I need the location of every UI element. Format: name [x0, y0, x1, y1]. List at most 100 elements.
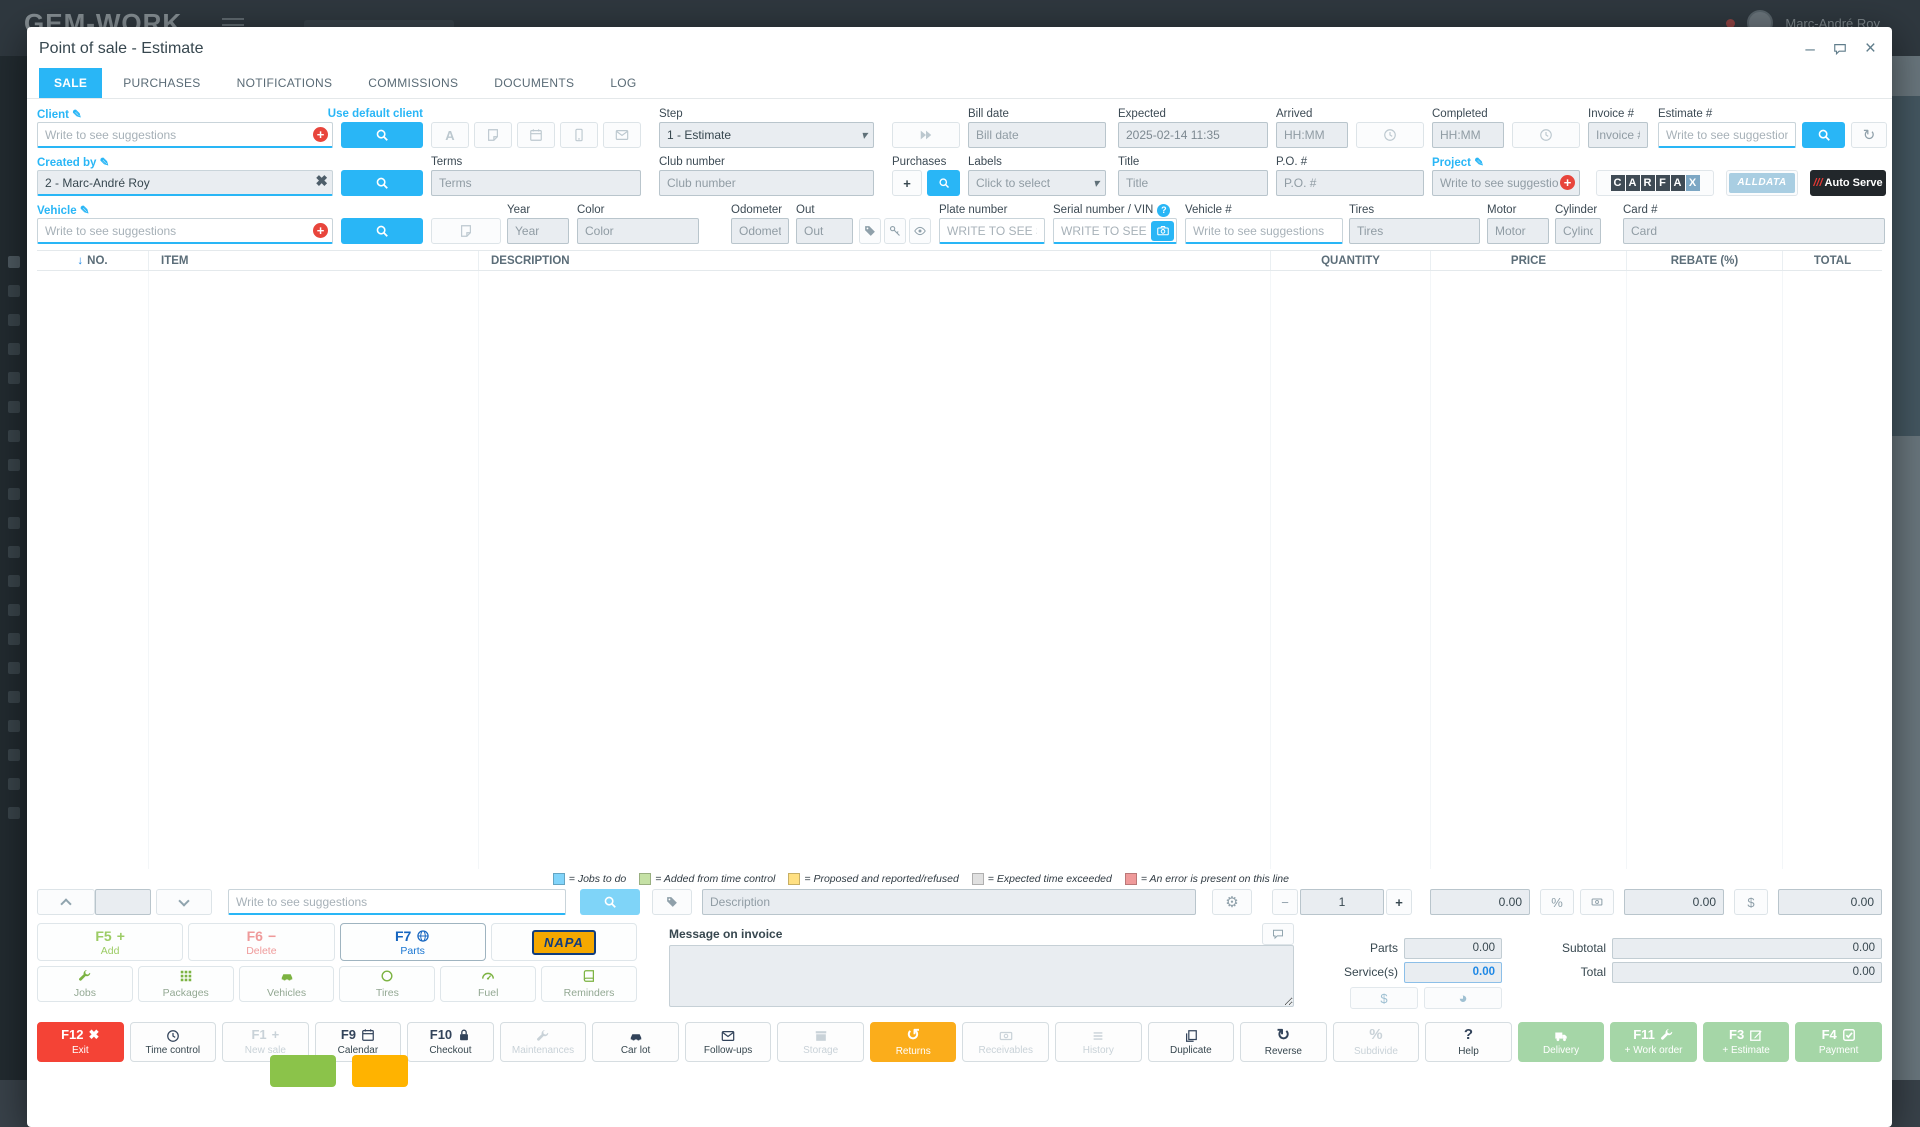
quantity-minus-icon[interactable] [1272, 889, 1298, 915]
tires-input[interactable] [1349, 218, 1480, 244]
column-no[interactable]: NO. [37, 251, 149, 270]
description-input[interactable] [702, 889, 1196, 915]
column-rebate[interactable]: REBATE (%) [1627, 251, 1783, 270]
project-input[interactable] [1432, 170, 1580, 196]
tab-documents[interactable]: DOCUMENTS [479, 68, 589, 98]
vehicle-edit-icon[interactable] [80, 205, 90, 217]
column-quantity[interactable]: QUANTITY [1271, 251, 1431, 270]
created-by-edit-icon[interactable] [100, 157, 110, 169]
next-step-icon[interactable] [892, 122, 960, 148]
toolbar-subdivide-button[interactable]: Subdivide [1333, 1022, 1420, 1062]
key-icon[interactable] [884, 218, 906, 244]
arrived-input[interactable] [1276, 122, 1348, 148]
minimize-icon[interactable] [1805, 40, 1814, 57]
motor-input[interactable] [1487, 218, 1549, 244]
vehicle-number-input[interactable] [1185, 218, 1343, 244]
eye-icon[interactable] [909, 218, 931, 244]
completed-input[interactable] [1432, 122, 1504, 148]
toolbar-follow-ups-button[interactable]: Follow-ups [685, 1022, 772, 1062]
toolbar-delivery-button[interactable]: Delivery [1518, 1022, 1605, 1062]
client-edit-icon[interactable] [72, 109, 82, 121]
partial-green-button[interactable] [270, 1055, 336, 1087]
club-number-input[interactable] [659, 170, 874, 196]
alldata-button[interactable]: ALLDATA [1726, 170, 1798, 196]
column-description[interactable]: DESCRIPTION [479, 251, 1271, 270]
bill-date-input[interactable] [968, 122, 1106, 148]
toolbar-help-button[interactable]: Help [1425, 1022, 1512, 1062]
phone-icon[interactable] [560, 122, 598, 148]
tab-log[interactable]: LOG [595, 68, 651, 98]
quantity-input[interactable] [1300, 889, 1384, 915]
totals-dollar-icon[interactable] [1350, 987, 1418, 1009]
add-client-icon[interactable] [313, 127, 328, 142]
toolbar-work-order-button[interactable]: F11+ Work order [1610, 1022, 1697, 1062]
tab-notifications[interactable]: NOTIFICATIONS [222, 68, 348, 98]
vehicle-search-button[interactable] [341, 218, 423, 244]
toolbar-car-lot-button[interactable]: Car lot [592, 1022, 679, 1062]
use-default-client-link[interactable]: Use default client [328, 108, 423, 120]
title-input[interactable] [1118, 170, 1268, 196]
fuel-button[interactable]: Fuel [440, 966, 536, 1002]
toolbar-receivables-button[interactable]: Receivables [962, 1022, 1049, 1062]
move-up-icon[interactable] [37, 889, 95, 915]
toolbar-estimate-button[interactable]: F3+ Estimate [1703, 1022, 1790, 1062]
add-project-icon[interactable] [1560, 175, 1575, 190]
calendar-icon[interactable] [517, 122, 555, 148]
client-search-button[interactable] [341, 122, 423, 148]
contacts-icon[interactable] [431, 122, 469, 148]
jobs-button[interactable]: Jobs [37, 966, 133, 1002]
totals-pie-icon[interactable] [1424, 987, 1502, 1009]
odometer-input[interactable] [731, 218, 789, 244]
percent-icon[interactable] [1540, 889, 1574, 915]
line-number-input[interactable] [95, 889, 151, 915]
column-total[interactable]: TOTAL [1783, 251, 1882, 270]
terms-input[interactable] [431, 170, 641, 196]
rebate-input[interactable] [1624, 889, 1724, 915]
vehicle-input[interactable] [37, 218, 333, 244]
envelope-icon[interactable] [603, 122, 641, 148]
estimate-search-button[interactable] [1802, 122, 1845, 148]
line-total-input[interactable] [1778, 889, 1882, 915]
tires-button[interactable]: Tires [339, 966, 435, 1002]
packages-button[interactable]: Packages [138, 966, 234, 1002]
vehicles-button[interactable]: Vehicles [239, 966, 335, 1002]
column-price[interactable]: PRICE [1431, 251, 1627, 270]
toolbar-maintenances-button[interactable]: Maintenances [500, 1022, 587, 1062]
completed-clock-icon[interactable] [1512, 122, 1580, 148]
reminders-button[interactable]: Reminders [541, 966, 637, 1002]
step-select[interactable]: 1 - Estimate [659, 122, 874, 148]
money-icon[interactable] [1580, 889, 1614, 915]
po-input[interactable] [1276, 170, 1424, 196]
toolbar-time-control-button[interactable]: Time control [130, 1022, 217, 1062]
toolbar-exit-button[interactable]: F12Exit [37, 1022, 124, 1062]
column-item[interactable]: ITEM [149, 251, 479, 270]
tab-commissions[interactable]: COMMISSIONS [353, 68, 473, 98]
expected-input[interactable] [1118, 122, 1268, 148]
item-tag-icon[interactable] [652, 889, 692, 915]
project-edit-icon[interactable] [1474, 157, 1484, 169]
item-search-input[interactable] [228, 889, 566, 915]
note-icon[interactable] [474, 122, 512, 148]
dollar-icon[interactable] [1734, 889, 1768, 915]
plate-input[interactable] [939, 218, 1045, 244]
gear-icon[interactable] [1212, 889, 1252, 915]
client-input[interactable] [37, 122, 333, 148]
add-purchase-icon[interactable] [892, 170, 922, 196]
toolbar-storage-button[interactable]: Storage [777, 1022, 864, 1062]
cylinder-input[interactable] [1555, 218, 1601, 244]
purchases-search-button[interactable] [927, 170, 960, 196]
toolbar-returns-button[interactable]: Returns [870, 1022, 957, 1062]
price-input[interactable] [1430, 889, 1530, 915]
arrived-clock-icon[interactable] [1356, 122, 1424, 148]
close-icon[interactable]: × [1865, 39, 1876, 58]
toolbar-reverse-button[interactable]: Reverse [1240, 1022, 1327, 1062]
color-input[interactable] [577, 218, 699, 244]
toolbar-duplicate-button[interactable]: Duplicate [1148, 1022, 1235, 1062]
tab-purchases[interactable]: PURCHASES [108, 68, 215, 98]
napa-button[interactable]: NAPA [491, 923, 637, 961]
chat-icon[interactable] [1833, 42, 1847, 56]
year-input[interactable] [507, 218, 569, 244]
